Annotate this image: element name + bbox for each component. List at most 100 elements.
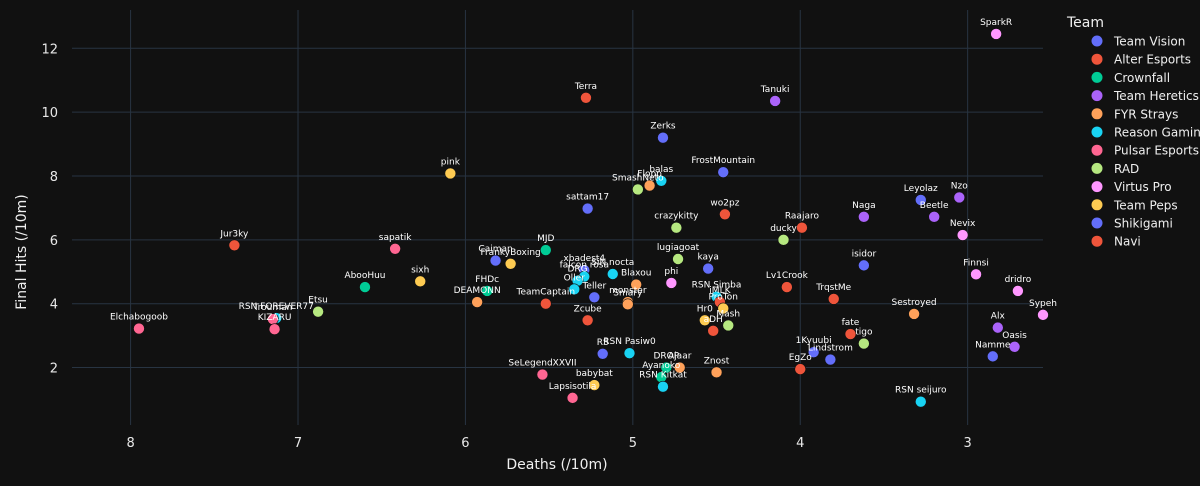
point-beetle[interactable] <box>928 211 940 223</box>
point-proton[interactable] <box>717 302 730 315</box>
point-1kyuubi[interactable] <box>807 346 820 359</box>
point-ajaar[interactable] <box>673 361 686 374</box>
point-tanuki[interactable] <box>769 95 781 107</box>
point-sestroyed[interactable] <box>908 308 920 320</box>
point-fhdc[interactable] <box>481 285 493 297</box>
point-naga[interactable] <box>858 211 870 223</box>
point-frankyboxing[interactable] <box>504 257 517 270</box>
point-kaya[interactable] <box>702 262 714 275</box>
point-terra[interactable] <box>580 91 592 104</box>
point-znost[interactable] <box>710 366 723 379</box>
point-caiman[interactable] <box>489 254 502 267</box>
legend-marker-alter-esports[interactable] <box>1091 53 1103 65</box>
point-zerks[interactable] <box>657 131 669 144</box>
point-dridro[interactable] <box>1012 285 1024 297</box>
legend-marker-pulsar-esports[interactable] <box>1091 144 1103 156</box>
point-teamcaptain[interactable] <box>539 297 552 310</box>
legend-marker-shikigami[interactable] <box>1091 217 1103 229</box>
point-finnsi[interactable] <box>970 268 982 281</box>
point-selegendxxvii[interactable] <box>536 368 549 381</box>
point-lindstrom[interactable] <box>824 353 837 366</box>
point-leyolaz[interactable] <box>914 194 927 206</box>
legend-marker-team-peps[interactable] <box>1091 199 1103 211</box>
point-aboohuu[interactable] <box>359 281 371 293</box>
point-mash[interactable] <box>722 319 735 332</box>
point-isidor[interactable] <box>858 259 870 272</box>
legend-item-shikigami[interactable]: Shikigami <box>1114 217 1173 231</box>
legend-item-crownfall[interactable]: Crownfall <box>1114 71 1170 85</box>
point-sparkr[interactable] <box>990 28 1002 40</box>
point-nevix[interactable] <box>956 229 969 241</box>
point-rsn-seijuro[interactable] <box>914 395 927 408</box>
legend-marker-fyr-strays[interactable] <box>1091 108 1103 120</box>
legend-marker-navi[interactable] <box>1091 235 1103 247</box>
point-label-tanuki: Tanuki <box>760 85 790 95</box>
point-sin-nocta[interactable] <box>606 268 619 280</box>
legend-item-reason-gaming[interactable]: Reason Gaming <box>1114 126 1200 140</box>
point-babybat[interactable] <box>588 379 601 391</box>
point-lugiagoat[interactable] <box>672 253 684 265</box>
point-kizaru[interactable] <box>268 323 281 336</box>
legend-item-team-heretics[interactable]: Team Heretics <box>1113 89 1199 103</box>
point-label-adh: aDH <box>704 315 723 325</box>
point-sypeh[interactable] <box>1037 309 1049 321</box>
point-phi[interactable] <box>665 277 678 289</box>
legend-item-team-vision[interactable]: Team Vision <box>1113 35 1185 49</box>
point-nzo[interactable] <box>953 191 966 204</box>
point-oller[interactable] <box>568 283 581 296</box>
point-ducky[interactable] <box>777 234 790 246</box>
point-sixh[interactable] <box>414 275 427 288</box>
point-blaxou[interactable] <box>630 278 642 291</box>
legend-marker-crownfall[interactable] <box>1091 71 1103 83</box>
legend-marker-team-heretics[interactable] <box>1091 90 1103 102</box>
point-smashneto[interactable] <box>632 183 644 196</box>
legend-item-virtus-pro[interactable]: Virtus Pro <box>1114 180 1172 194</box>
point-raajaro[interactable] <box>796 221 808 234</box>
point-balas[interactable] <box>655 174 668 187</box>
point-deamonn[interactable] <box>471 296 483 308</box>
point-label-rsn-forever77: RSN FOREVER77 <box>239 302 314 312</box>
point-frostmountain[interactable] <box>717 166 730 178</box>
point-pink[interactable] <box>444 167 457 180</box>
point-label-ayanoko: Ayanoko <box>642 361 680 371</box>
legend-item-pulsar-esports[interactable]: Pulsar Esports <box>1114 144 1199 158</box>
legend-marker-team-vision[interactable] <box>1091 35 1103 47</box>
legend-marker-rad[interactable] <box>1091 162 1103 174</box>
point-flopp[interactable] <box>643 179 656 192</box>
point-elchabogoob[interactable] <box>133 322 145 335</box>
point-namme[interactable] <box>986 350 999 363</box>
point-oasis[interactable] <box>1008 340 1021 353</box>
point-teller[interactable] <box>588 291 601 304</box>
point-wo2pz[interactable] <box>719 208 731 221</box>
point-smary[interactable] <box>622 298 634 311</box>
point-sapatik[interactable] <box>389 242 401 255</box>
point-trqstme[interactable] <box>827 293 840 305</box>
point-tigo[interactable] <box>858 337 870 350</box>
point-hr0[interactable] <box>699 314 711 327</box>
point-sattam17[interactable] <box>581 202 594 215</box>
point-egzo[interactable] <box>794 363 807 375</box>
point-crazykitty[interactable] <box>670 221 683 234</box>
point-zcube[interactable] <box>581 314 594 327</box>
legend-item-team-peps[interactable]: Team Peps <box>1113 198 1178 212</box>
point-drop[interactable] <box>660 361 673 374</box>
legend-marker-virtus-pro[interactable] <box>1091 181 1103 193</box>
point-rsn-pasiw0[interactable] <box>623 347 636 359</box>
point-rsn-kitkat[interactable] <box>657 380 669 393</box>
point-label-imlk: iMLK <box>709 286 731 296</box>
point-jur3ky[interactable] <box>228 239 241 252</box>
point-lv1crook[interactable] <box>781 281 793 293</box>
legend-marker-reason-gaming[interactable] <box>1091 126 1103 138</box>
point-rs[interactable] <box>596 348 609 360</box>
legend-item-navi[interactable]: Navi <box>1114 235 1141 249</box>
point-alx[interactable] <box>991 321 1004 334</box>
point-label-smashneto: SmashNeto <box>612 173 664 183</box>
point-adh[interactable] <box>707 325 719 337</box>
point-etsu[interactable] <box>312 305 324 318</box>
point-lapsisotila[interactable] <box>566 392 579 404</box>
legend-item-alter-esports[interactable]: Alter Esports <box>1114 53 1191 67</box>
point-mjd[interactable] <box>539 244 552 256</box>
point-fate[interactable] <box>844 328 857 340</box>
legend-item-rad[interactable]: RAD <box>1114 162 1139 176</box>
legend-item-fyr-strays[interactable]: FYR Strays <box>1114 107 1178 121</box>
